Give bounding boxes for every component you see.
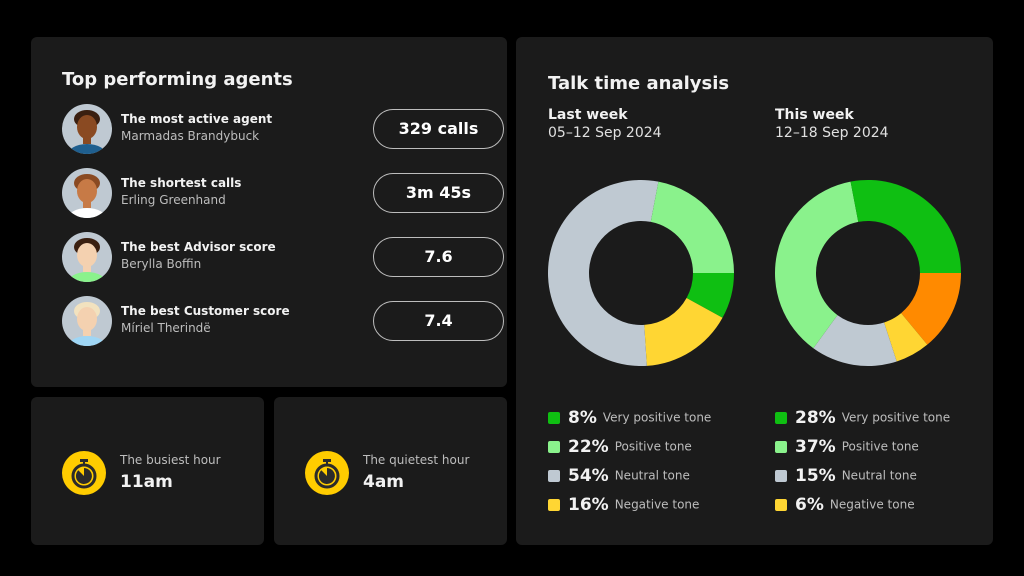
agent-row: The most active agent Marmadas Brandybuck… <box>62 104 504 154</box>
legend-item: 6% Negative tone <box>775 494 950 523</box>
legend-percent: 54% <box>568 465 609 486</box>
agent-name: Marmadas Brandybuck <box>121 129 260 143</box>
donut-slice-positive-tone <box>775 181 859 349</box>
agent-award-title: The shortest calls <box>121 176 242 190</box>
donut-slice-neutral-tone <box>548 180 659 366</box>
legend-label: Positive tone <box>841 439 919 454</box>
legend-swatch <box>548 411 560 424</box>
legend-label: Very positive tone <box>602 410 712 425</box>
agent-name: Berylla Boffin <box>121 257 202 271</box>
agent-award-title: The best Advisor score <box>121 240 276 254</box>
legend-swatch <box>775 440 787 453</box>
legend-swatch <box>548 498 560 511</box>
donut-chart <box>775 180 961 366</box>
busiest-hour-value: 11am <box>120 472 173 492</box>
avatar <box>62 296 112 346</box>
legend-item: 15% Neutral tone <box>775 465 950 494</box>
donut-slice-very-positive-tone <box>686 273 734 318</box>
period-header: This week 12–18 Sep 2024 <box>775 107 889 141</box>
legend-percent: 28% <box>795 407 836 428</box>
legend-item: 8% Very positive tone <box>548 407 711 436</box>
legend-item: 22% Positive tone <box>548 436 711 465</box>
legend-percent: 22% <box>568 436 609 457</box>
period-dates: 12–18 Sep 2024 <box>775 125 889 141</box>
legend-percent: 8% <box>568 407 597 428</box>
period-header: Last week 05–12 Sep 2024 <box>548 107 662 141</box>
legend-label: Neutral tone <box>614 468 690 483</box>
avatar <box>62 168 112 218</box>
legend-percent: 6% <box>795 494 824 515</box>
period-title: This week <box>775 107 854 123</box>
legend-percent: 37% <box>795 436 836 457</box>
top-agents-panel: Top performing agents The most active ag… <box>31 37 507 387</box>
agent-award-title: The best Customer score <box>121 304 290 318</box>
legend-swatch <box>775 469 787 482</box>
agent-stat-value: 3m 45s <box>373 173 504 213</box>
quietest-hour-label: The quietest hour <box>363 453 470 467</box>
legend-percent: 15% <box>795 465 836 486</box>
legend-swatch <box>775 411 787 424</box>
legend-label: Negative tone <box>829 497 915 512</box>
quietest-hour-card: The quietest hour 4am <box>274 397 507 545</box>
agent-stat-value: 7.6 <box>373 237 504 277</box>
legend-swatch <box>548 469 560 482</box>
agent-row: The best Advisor score Berylla Boffin 7.6 <box>62 232 504 282</box>
legend-label: Neutral tone <box>841 468 917 483</box>
agent-name: Erling Greenhand <box>121 193 226 207</box>
legend-item: 54% Neutral tone <box>548 465 711 494</box>
legend-label: Negative tone <box>614 497 700 512</box>
legend-item: 28% Very positive tone <box>775 407 950 436</box>
agent-row: The shortest calls Erling Greenhand 3m 45s <box>62 168 504 218</box>
legend-swatch <box>775 498 787 511</box>
period-title: Last week <box>548 107 628 123</box>
agent-stat-value: 329 calls <box>373 109 504 149</box>
legend-item: 16% Negative tone <box>548 494 711 523</box>
agent-name: Míriel Therindë <box>121 321 211 335</box>
legend-item: 37% Positive tone <box>775 436 950 465</box>
donut-slice-neutral-tone <box>813 315 897 366</box>
panel-title: Top performing agents <box>62 69 293 90</box>
donut-slice-negative-tone <box>884 313 928 362</box>
donut-slice-very-positive-tone <box>850 180 961 273</box>
stopwatch-icon <box>305 451 349 495</box>
donut-slice-positive-tone <box>650 181 734 273</box>
legend-label: Very positive tone <box>841 410 951 425</box>
busiest-hour-label: The busiest hour <box>120 453 221 467</box>
legend-percent: 16% <box>568 494 609 515</box>
avatar <box>62 232 112 282</box>
donut-slice-negative-tone <box>644 298 723 366</box>
donut-chart <box>548 180 734 366</box>
quietest-hour-value: 4am <box>363 472 405 492</box>
legend-label: Positive tone <box>614 439 692 454</box>
legend: 28% Very positive tone 37% Positive tone 15%… <box>775 407 950 523</box>
agent-row: The best Customer score Míriel Therindë 7.… <box>62 296 504 346</box>
period-dates: 05–12 Sep 2024 <box>548 125 662 141</box>
legend: 8% Very positive tone 22% Positive tone 54% N… <box>548 407 711 523</box>
donut-slice-unlabeled <box>901 273 961 345</box>
talk-time-panel: Talk time analysis Last week 05–12 Sep 20… <box>516 37 993 545</box>
panel-title: Talk time analysis <box>548 73 730 94</box>
agent-stat-value: 7.4 <box>373 301 504 341</box>
stopwatch-icon <box>62 451 106 495</box>
avatar <box>62 104 112 154</box>
legend-swatch <box>548 440 560 453</box>
busiest-hour-card: The busiest hour 11am <box>31 397 264 545</box>
agent-award-title: The most active agent <box>121 112 273 126</box>
